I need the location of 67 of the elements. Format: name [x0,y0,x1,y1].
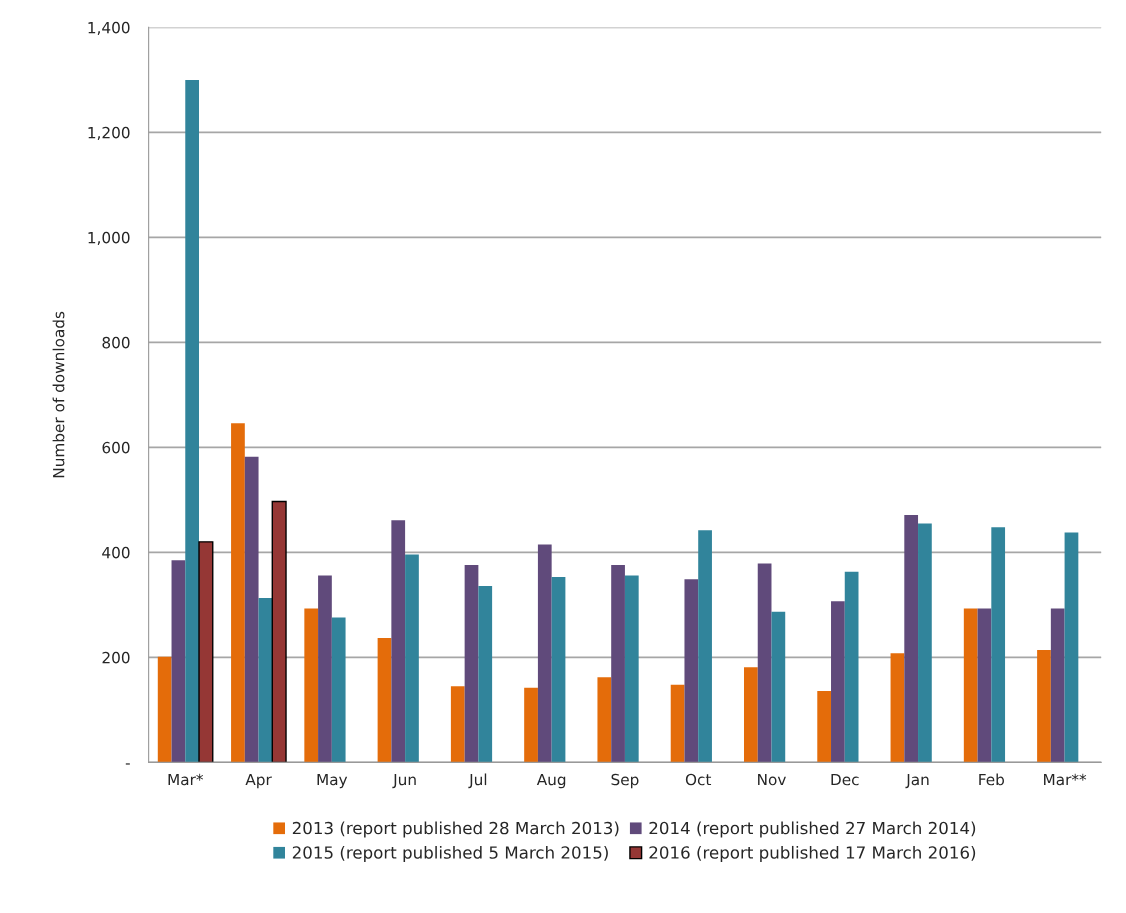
bar [185,79,200,763]
x-tick-label: Mar** [1044,773,1087,786]
bar [890,653,905,763]
bar [1037,650,1051,763]
bar [537,544,552,763]
bar [670,684,685,763]
bar [391,520,406,763]
bar [464,564,479,763]
x-tick-label: Jan [905,773,929,789]
bar [377,637,392,763]
bar [271,500,287,763]
bar [977,608,992,763]
legend-label: 2014 (report published 27 March 2014) [649,821,976,838]
bar [597,677,612,763]
x-tick-label: Jun [392,773,416,789]
bar [611,564,625,763]
legend-label: 2013 (report published 28 March 2013) [292,821,619,838]
bar [744,667,758,763]
x-tick-label: Apr [245,773,272,789]
y-tick-label: 1,200 [88,126,130,140]
bar [624,575,639,763]
y-tick-label: 800 [102,336,130,349]
x-tick-label: Feb [979,773,1004,786]
y-tick-label: 200 [102,651,130,664]
bar [963,608,978,763]
x-tick-label: May [317,773,348,789]
bar [198,541,214,763]
bar [1050,608,1065,763]
bar [844,571,859,763]
bar [258,598,273,763]
legend-label: 2015 (report published 5 March 2015) [292,845,608,863]
bar [551,577,566,763]
x-tick-label: Mar* [168,773,204,786]
bar [244,456,259,763]
bar [757,563,772,763]
y-tick-label: 400 [102,546,130,559]
x-tick-label: Oct [685,773,712,786]
y-tick-label: - [125,763,130,765]
bar [817,690,832,763]
bar [698,530,712,763]
bar [405,554,419,763]
x-tick-label: Dec [831,773,859,786]
bar [904,515,919,763]
x-tick-label: Jul [468,773,487,789]
bar [1064,532,1079,763]
bar [171,560,186,763]
bar [304,608,319,763]
bar [524,687,538,763]
bar [157,656,172,763]
y-tick-label: 600 [102,441,130,454]
x-tick-label: Aug [536,773,566,789]
bar [991,527,1006,763]
bar [478,585,493,763]
y-tick-label: 1,400 [88,21,130,35]
bar [231,423,245,763]
bar [771,611,786,763]
bar [450,686,465,763]
bar [918,523,932,763]
y-tick-label: 1,000 [88,231,130,245]
bar [318,575,332,763]
bar [331,617,346,763]
bar [831,601,845,763]
bar [684,579,699,763]
x-tick-label: Nov [758,773,786,786]
y-axis-title: Number of downloads [52,311,65,478]
legend-label: 2016 (report published 17 March 2016) [649,845,976,863]
x-tick-label: Sep [611,773,639,789]
